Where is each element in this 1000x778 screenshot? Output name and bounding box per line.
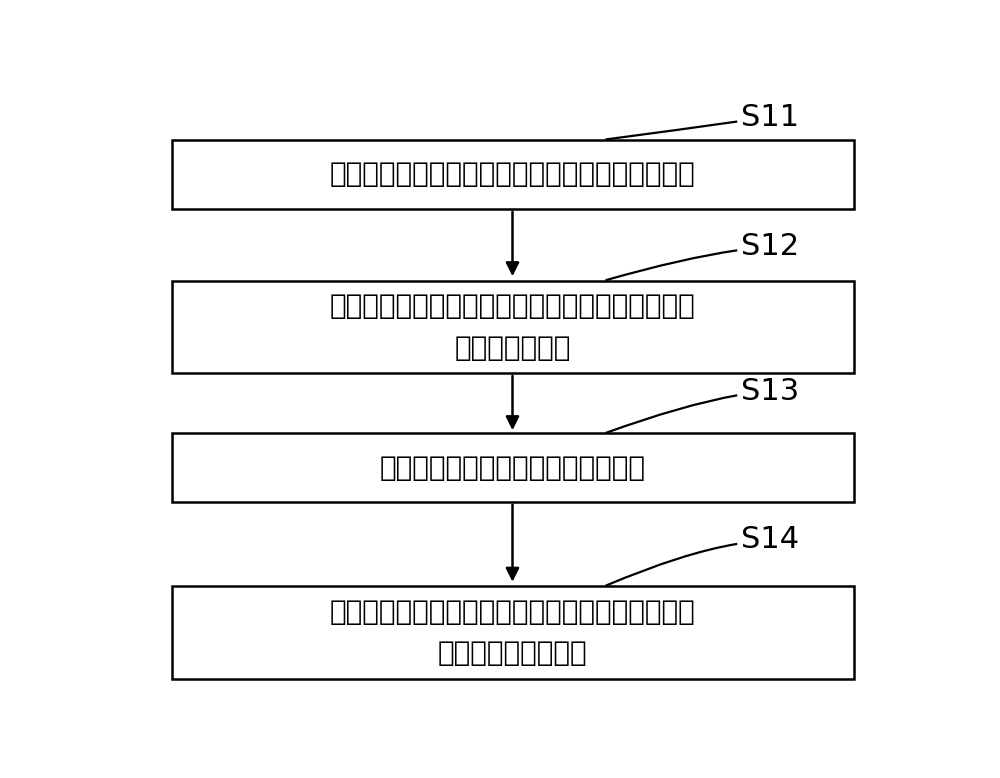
- Text: 对一组子工况的载荷进行重力修正以得到经重力修
正后的极限设计载荷: 对一组子工况的载荷进行重力修正以得到经重力修 正后的极限设计载荷: [330, 598, 695, 667]
- FancyBboxPatch shape: [172, 586, 854, 679]
- FancyBboxPatch shape: [172, 140, 854, 209]
- Text: S13: S13: [741, 377, 799, 405]
- FancyBboxPatch shape: [172, 433, 854, 503]
- Text: 确定包含极限驱动工况的一组子工况: 确定包含极限驱动工况的一组子工况: [380, 454, 646, 482]
- Text: S11: S11: [741, 103, 799, 131]
- Text: S14: S14: [741, 525, 799, 554]
- Text: S12: S12: [741, 232, 799, 261]
- FancyBboxPatch shape: [172, 281, 854, 373]
- Text: 获取风力发电机组未采用重力修正的极限设计载荷: 获取风力发电机组未采用重力修正的极限设计载荷: [330, 160, 695, 188]
- Text: 根据未采用重力修正的极限设计载荷得到其所对应
的极限驱动工况: 根据未采用重力修正的极限设计载荷得到其所对应 的极限驱动工况: [330, 293, 695, 362]
